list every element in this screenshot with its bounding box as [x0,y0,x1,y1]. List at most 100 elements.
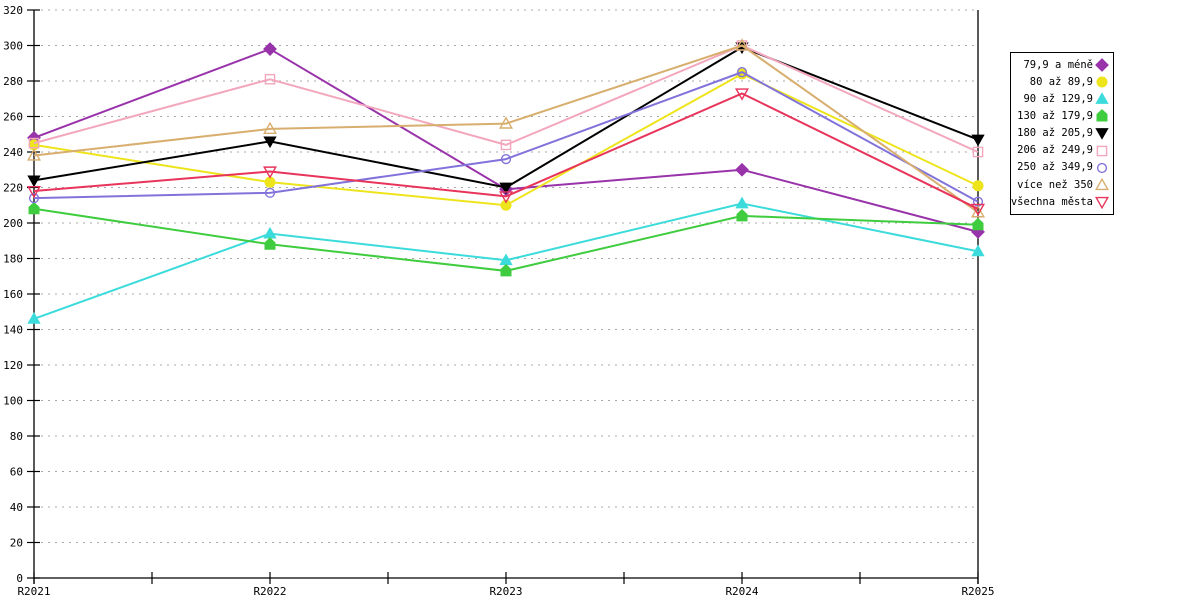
filled-triangle-up-marker-icon [735,196,749,209]
legend-marker [1095,128,1109,141]
y-tick-label: 80 [10,430,23,443]
y-tick-label: 60 [10,466,23,479]
y-tick-label: 240 [3,146,23,159]
open-square-marker-icon [264,73,276,85]
y-tick-label: 40 [10,501,23,514]
x-tick-label: R2022 [253,585,286,598]
legend-item-label: 130 až 179,9 [1017,110,1093,123]
legend-item-label: 180 až 205,9 [1017,127,1093,140]
y-tick-label: 20 [10,537,23,550]
filled-triangle-down-marker-icon [1095,128,1109,141]
legend-item: 250 až 349,9 [1013,161,1109,175]
open-triangle-up-marker-icon [262,121,278,135]
filled-diamond-marker-icon [735,162,749,177]
filled-pentagon-marker-icon [28,201,40,215]
legend: 79,9 a méně 80 až 89,9 90 až 129,9 130 až 1… [1010,52,1114,215]
x-tick-label: R2021 [17,585,50,598]
y-tick-label: 140 [3,324,23,337]
filled-diamond-marker-icon [263,42,277,56]
y-tick-label: 160 [3,288,23,301]
open-triangle-up-marker-icon [498,116,514,129]
legend-item: 130 až 179,9 [1013,109,1109,123]
open-square-marker-icon [1096,145,1108,156]
legend-marker [1095,92,1109,105]
open-circle-marker-icon [500,154,512,165]
series-line-7 [33,44,979,214]
filled-circle-marker-icon [1096,76,1108,88]
filled-triangle-up-marker-icon [1095,92,1109,105]
open-square-marker-icon [28,137,40,149]
open-triangle-up-marker-icon [970,205,986,218]
legend-marker [1095,58,1109,73]
open-triangle-down-marker-icon [262,166,278,179]
open-triangle-down-marker-icon [26,185,42,199]
filled-diamond-marker-icon [1095,58,1109,73]
series-line-5 [33,44,979,153]
y-tick-label: 260 [3,111,23,124]
y-tick-label: 0 [16,572,23,585]
series-line-6 [33,71,979,203]
legend-item: 206 až 249,9 [1013,144,1109,158]
filled-pentagon-marker-icon [500,264,512,277]
y-tick-label: 120 [3,359,23,372]
legend-item-label: více než 350 [1017,178,1093,191]
legend-item-label: 90 až 129,9 [1023,93,1093,106]
legend-item-label: všechna města [1010,195,1093,208]
y-tick-label: 100 [3,395,23,408]
filled-circle-marker-icon [972,180,984,192]
legend-item-label: 80 až 89,9 [1029,75,1093,88]
open-triangle-down-marker-icon [734,88,750,101]
legend-item: více než 350 [1013,177,1109,192]
legend-item: všechna města [1010,195,1109,209]
filled-triangle-up-marker-icon [263,226,277,239]
legend-marker [1096,109,1108,122]
legend-marker [1095,196,1109,209]
legend-marker [1096,162,1108,173]
filled-triangle-up-marker-icon [971,244,985,257]
filled-pentagon-marker-icon [972,217,984,231]
open-triangle-down-marker-icon [498,191,514,204]
y-tick-label: 300 [3,40,23,53]
open-square-marker-icon [500,139,512,151]
open-triangle-up-marker-icon [1095,177,1109,190]
filled-pentagon-marker-icon [264,237,276,250]
legend-marker [1096,145,1108,156]
open-triangle-up-marker-icon [26,148,42,161]
open-triangle-up-marker-icon [734,38,750,51]
open-circle-marker-icon [736,67,748,78]
filled-pentagon-marker-icon [736,209,748,222]
x-tick-label: R2025 [961,585,994,598]
filled-triangle-down-marker-icon [27,175,41,188]
filled-circle-marker-icon [500,199,512,211]
legend-item-label: 250 až 349,9 [1017,161,1093,174]
y-tick-label: 280 [3,75,23,88]
legend-item-label: 206 až 249,9 [1017,144,1093,157]
filled-pentagon-marker-icon [1096,109,1108,122]
open-square-marker-icon [972,146,984,158]
x-tick-label: R2024 [725,585,758,598]
filled-triangle-down-marker-icon [263,136,277,149]
legend-item: 90 až 129,9 [1013,92,1109,106]
legend-marker [1096,76,1108,88]
open-circle-marker-icon [28,193,40,204]
y-tick-label: 320 [3,4,23,17]
filled-triangle-down-marker-icon [499,182,513,195]
open-triangle-down-marker-icon [1095,196,1109,209]
legend-item: 80 až 89,9 [1013,75,1109,89]
y-tick-label: 220 [3,182,23,195]
legend-item: 180 až 205,9 [1013,126,1109,141]
open-triangle-down-marker-icon [970,203,986,217]
filled-triangle-down-marker-icon [971,134,985,147]
open-circle-marker-icon [1096,162,1108,173]
series-line-8 [33,92,979,210]
legend-marker [1095,177,1109,190]
y-tick-label: 180 [3,253,23,266]
x-tick-label: R2023 [489,585,522,598]
legend-item-label: 79,9 a méně [1023,58,1093,71]
open-circle-marker-icon [264,187,276,198]
y-tick-label: 200 [3,217,23,230]
filled-triangle-up-marker-icon [27,312,41,324]
legend-item: 79,9 a méně [1013,58,1109,73]
